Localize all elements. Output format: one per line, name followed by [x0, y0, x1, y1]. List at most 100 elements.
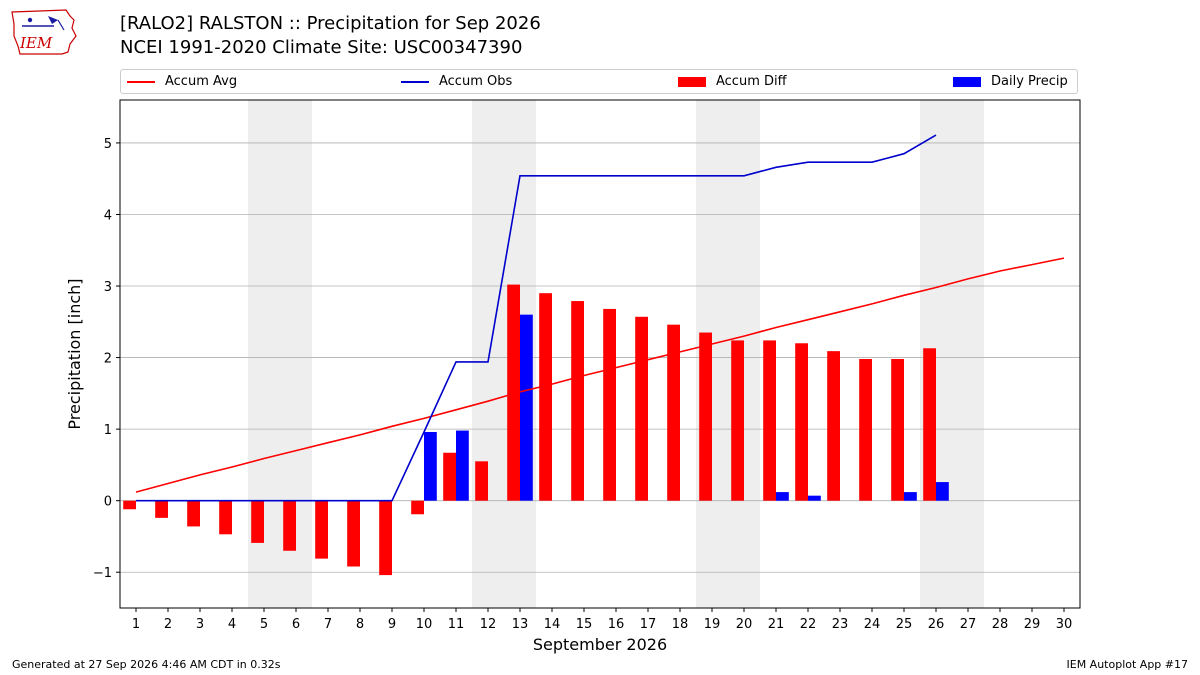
daily-precip-bars	[424, 314, 949, 501]
weekend-band-12	[472, 100, 504, 608]
y-tick-label-2: 2	[104, 352, 112, 367]
accum-diff-bar-17	[635, 316, 648, 501]
x-tick-label-13: 13	[512, 617, 529, 632]
accum-diff-bar-15	[571, 301, 584, 501]
legend: Accum Avg Accum Obs Accum Diff Daily Pre…	[120, 69, 1078, 94]
x-tick-label-30: 30	[1056, 617, 1073, 632]
accum-diff-bar-22	[795, 343, 808, 501]
y-axis-ticks: −1 0 1 2 3 4 5	[93, 137, 120, 581]
legend-swatch-accum-diff	[678, 76, 706, 87]
x-axis-ticks: 1 2 3 4 5 6 7 8 9 10 11 12 13 14 15 16 17 18 19 20 21 22 23 24 2…	[132, 608, 1072, 632]
x-tick-label-12: 12	[480, 617, 497, 632]
x-tick-label-20: 20	[736, 617, 753, 632]
x-tick-label-5: 5	[260, 617, 268, 632]
accum-avg-line	[135, 257, 1065, 493]
daily-precip-bar-25	[904, 492, 917, 501]
y-tick-label-3: 3	[104, 280, 112, 295]
accum-diff-bar-26	[923, 348, 936, 501]
accum-diff-bar-4	[219, 500, 232, 535]
y-tick-label-0: 0	[104, 495, 112, 510]
accum-diff-bar-20	[731, 340, 744, 501]
accum-diff-bar-18	[667, 324, 680, 501]
accum-diff-bar-25	[891, 359, 904, 501]
accum-diff-bars	[123, 284, 936, 576]
accum-diff-bar-19	[699, 332, 712, 501]
x-tick-label-7: 7	[324, 617, 332, 632]
series-lines	[135, 134, 1065, 502]
x-axis-label: September 2026	[533, 635, 667, 654]
legend-item-accum-diff: Accum Diff	[678, 70, 787, 93]
x-tick-label-28: 28	[992, 617, 1009, 632]
daily-precip-bar-21	[776, 492, 789, 501]
legend-label-daily-precip: Daily Precip	[991, 74, 1068, 89]
x-tick-label-8: 8	[356, 617, 364, 632]
x-tick-label-22: 22	[800, 617, 817, 632]
title-line-2: NCEI 1991-2020 Climate Site: USC00347390	[120, 37, 523, 58]
legend-swatch-accum-obs	[401, 80, 429, 83]
x-tick-label-24: 24	[864, 617, 881, 632]
x-tick-label-4: 4	[228, 617, 236, 632]
x-tick-label-11: 11	[448, 617, 465, 632]
daily-precip-bar-10	[424, 431, 437, 501]
x-tick-label-27: 27	[960, 617, 977, 632]
accum-diff-bar-16	[603, 308, 616, 501]
y-axis-label: Precipitation [inch]	[65, 278, 84, 429]
x-tick-label-21: 21	[768, 617, 785, 632]
x-tick-label-19: 19	[704, 617, 721, 632]
x-tick-label-2: 2	[164, 617, 172, 632]
accum-diff-bar-11	[443, 452, 456, 501]
x-tick-label-9: 9	[388, 617, 396, 632]
y-tick-label-4: 4	[104, 208, 112, 223]
daily-precip-bar-11	[456, 430, 469, 501]
x-tick-label-14: 14	[544, 617, 561, 632]
accum-diff-bar-14	[539, 293, 552, 501]
accum-diff-bar-3	[187, 500, 200, 527]
legend-label-accum-avg: Accum Avg	[165, 74, 238, 89]
x-tick-label-29: 29	[1024, 617, 1041, 632]
footer-generated: Generated at 27 Sep 2026 4:46 AM CDT in …	[12, 658, 281, 671]
legend-swatch-accum-avg	[127, 80, 155, 83]
footer-app: IEM Autoplot App #17	[1066, 658, 1189, 671]
accum-diff-bar-5	[251, 500, 264, 543]
chart-title: [RALO2] RALSTON :: Precipitation for Sep…	[120, 12, 541, 60]
iem-logo: IEM	[8, 6, 80, 58]
daily-precip-bar-26	[936, 482, 949, 501]
x-tick-label-6: 6	[292, 617, 300, 632]
y-tick-label--1: −1	[93, 566, 112, 581]
accum-diff-bar-9	[379, 500, 392, 576]
daily-precip-bar-22	[808, 495, 821, 501]
x-tick-label-3: 3	[196, 617, 204, 632]
legend-swatch-daily-precip	[953, 76, 981, 87]
accum-diff-bar-1	[123, 500, 136, 510]
accum-diff-bar-8	[347, 500, 360, 567]
logo-text: IEM	[19, 34, 53, 52]
accum-diff-bar-10	[411, 500, 424, 515]
x-tick-label-23: 23	[832, 617, 849, 632]
x-tick-label-17: 17	[640, 617, 657, 632]
legend-label-accum-diff: Accum Diff	[716, 74, 787, 89]
legend-item-accum-avg: Accum Avg	[127, 70, 237, 93]
plot-frame	[119, 99, 1081, 609]
title-line-1: [RALO2] RALSTON :: Precipitation for Sep…	[120, 13, 541, 34]
accum-diff-bar-2	[155, 500, 168, 518]
x-tick-label-10: 10	[416, 617, 433, 632]
legend-label-accum-obs: Accum Obs	[439, 74, 513, 89]
y-tick-label-5: 5	[104, 137, 112, 152]
accum-diff-bar-12	[475, 461, 488, 501]
legend-item-accum-obs: Accum Obs	[401, 70, 512, 93]
accum-diff-bar-13	[507, 284, 520, 501]
x-tick-label-25: 25	[896, 617, 913, 632]
accum-diff-bar-7	[315, 500, 328, 559]
legend-item-daily-precip: Daily Precip	[953, 70, 1068, 93]
x-tick-label-18: 18	[672, 617, 689, 632]
y-tick-label-1: 1	[104, 423, 112, 438]
accum-diff-bar-6	[283, 500, 296, 551]
weekend-band-27	[952, 100, 984, 608]
x-tick-label-26: 26	[928, 617, 945, 632]
accum-obs-line	[136, 134, 937, 502]
x-tick-label-1: 1	[132, 617, 140, 632]
accum-diff-bar-21	[763, 340, 776, 501]
accum-diff-bar-24	[859, 359, 872, 501]
x-tick-label-16: 16	[608, 617, 625, 632]
